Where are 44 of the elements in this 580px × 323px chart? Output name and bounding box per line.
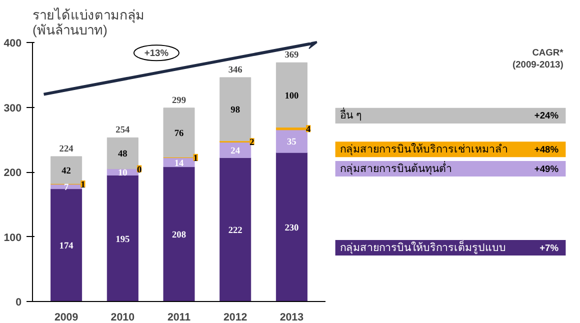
text: +24% xyxy=(534,110,560,121)
total-label: 299 xyxy=(172,96,186,106)
data-label: 35 xyxy=(287,138,297,148)
data-label: 2 xyxy=(250,138,255,148)
data-label: 1 xyxy=(80,180,86,190)
data-label: 195 xyxy=(116,234,130,245)
text: +49% xyxy=(534,164,560,174)
y-tick-label: 300 xyxy=(4,102,22,114)
y-tick-label: 200 xyxy=(4,167,22,179)
total-label: 224 xyxy=(59,144,74,154)
y-tick-label: 400 xyxy=(4,38,22,50)
data-label: 76 xyxy=(174,129,184,140)
data-label: 100 xyxy=(284,91,300,102)
data-label: 1 xyxy=(193,154,198,164)
data-label: 98 xyxy=(230,106,240,116)
data-label: 174 xyxy=(59,242,74,252)
total-label: 254 xyxy=(116,126,130,136)
text: +7% xyxy=(540,242,560,253)
y-tick-label: 0 xyxy=(16,296,22,308)
total-label: 346 xyxy=(228,65,243,76)
x-tick-label: 2010 xyxy=(110,312,135,323)
data-label: 10 xyxy=(118,168,128,178)
data-label: 208 xyxy=(172,230,186,241)
text: +48% xyxy=(534,144,560,154)
annotation: +13% xyxy=(144,48,170,58)
text: กลุ่มสายการบินต้นทุนต่ำ xyxy=(340,160,452,175)
data-label: 24 xyxy=(230,146,240,156)
text: กลุ่มสายการบินให้บริการเช่าเหมาลำ xyxy=(340,142,508,156)
x-tick-label: 2013 xyxy=(280,312,304,323)
x-tick-label: 2009 xyxy=(54,312,78,323)
y-axis-title: รายได้แบ่งตามกลุ่ม (พันล้านบาท) xyxy=(32,8,144,38)
data-label: 42 xyxy=(62,166,72,177)
x-tick-label: 2012 xyxy=(223,312,248,323)
y-tick-label: 100 xyxy=(4,232,22,244)
x-tick-label: 2011 xyxy=(167,312,191,323)
data-label: 48 xyxy=(118,150,128,160)
text: กลุ่มสายการบินให้บริการเต็มรูปแบบ xyxy=(340,240,506,254)
data-label: 222 xyxy=(228,226,243,236)
total-label: 369 xyxy=(284,50,300,61)
data-label: 4 xyxy=(306,125,311,136)
data-label: 230 xyxy=(284,224,300,234)
data-label: 14 xyxy=(174,158,184,169)
legend-title: CAGR* (2009-2013) xyxy=(512,48,564,70)
text: อื่น ๆ xyxy=(340,108,362,122)
